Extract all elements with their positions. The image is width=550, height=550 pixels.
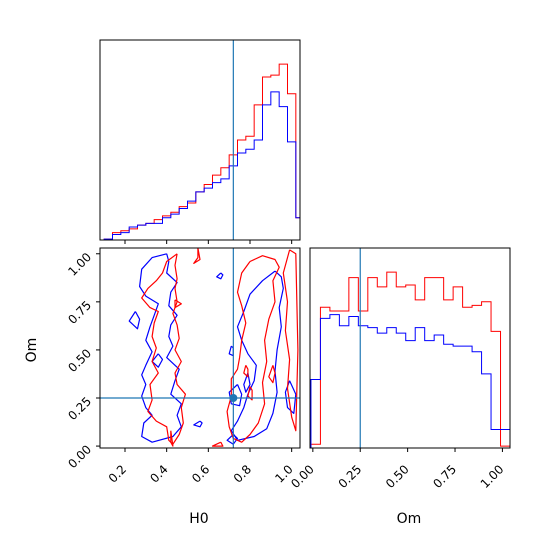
contour-blue-1 (128, 311, 141, 330)
contour-red-16 (282, 249, 299, 432)
contour-red-12 (193, 248, 201, 264)
hist-h0-frame (99, 39, 301, 241)
contour-red-18 (247, 386, 253, 401)
hist-h0-series-blue (103, 91, 300, 240)
panel-histogram-h0 (99, 39, 301, 244)
contour-red-19 (268, 365, 276, 384)
hist-om-series-blue (310, 314, 510, 448)
contour-blue-10 (243, 372, 251, 393)
contour-blue-6 (228, 384, 243, 407)
hist-om-series-red (310, 271, 510, 448)
xlabel-h0: H0 (189, 511, 208, 527)
xlabel-om: Om (397, 511, 422, 527)
contour-truth-marker (229, 394, 238, 402)
contour-frame (99, 247, 301, 449)
contour-red-11 (141, 253, 186, 445)
contour-red-15 (226, 255, 280, 443)
contour-blue-2 (151, 353, 164, 368)
contour-red-14 (170, 430, 174, 447)
hist-om-frame (309, 247, 511, 449)
ylabel-om: Om (24, 338, 40, 363)
contour-red-20 (243, 365, 249, 378)
contour-blue-7 (193, 420, 203, 428)
contour-red-13 (174, 299, 182, 309)
contour-red-17 (211, 441, 224, 447)
contour-blue-3 (230, 270, 284, 441)
contour-blue-9 (216, 272, 224, 280)
contour-blue-0 (139, 253, 182, 443)
